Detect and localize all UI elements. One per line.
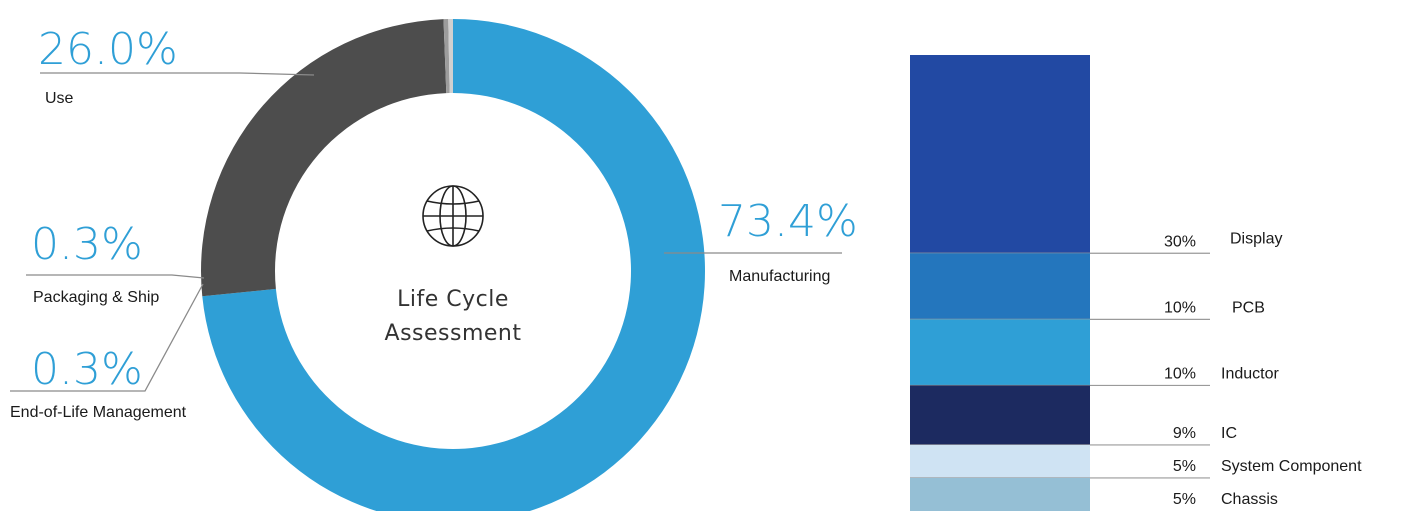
donut-label-packaging: Packaging & Ship — [33, 289, 159, 306]
donut-value-packaging: 0.3% — [31, 219, 143, 270]
donut-slice-use — [201, 19, 447, 297]
donut-label-manufacturing: Manufacturing — [729, 268, 830, 285]
bar-label-chassis: Chassis — [1221, 491, 1278, 508]
bar-segment-ic — [910, 385, 1090, 445]
donut-value-manufacturing: 73.4% — [718, 196, 858, 247]
bar-value-inductor: 10% — [1164, 365, 1196, 382]
bar-segment-pcb — [910, 253, 1090, 320]
bar-value-system-component: 5% — [1173, 458, 1196, 475]
donut-chart — [201, 19, 705, 511]
bar-value-display: 30% — [1164, 233, 1196, 250]
bar-label-pcb: PCB — [1232, 299, 1265, 316]
bar-segment-system-component — [910, 444, 1090, 478]
bar-segment-display — [910, 55, 1090, 254]
leader-line-eol — [10, 283, 204, 392]
leader-line-packaging — [26, 274, 205, 279]
stacked-bar-chart: 30% Display 10% PCB 10% Inductor 9% IC 5% System … — [910, 55, 1362, 511]
donut-value-use: 26.0% — [38, 24, 178, 75]
leader-line-use — [40, 72, 315, 76]
donut-slice-packaging — [443, 19, 450, 94]
bar-label-ic: IC — [1221, 425, 1237, 442]
bar-value-chassis: 5% — [1173, 491, 1196, 508]
donut-label-use: Use — [45, 90, 74, 107]
bar-segment-chassis — [910, 477, 1090, 511]
donut-value-eol: 0.3% — [31, 344, 143, 395]
bar-label-display: Display — [1230, 230, 1282, 247]
globe-icon — [422, 185, 484, 247]
center-title-line-1: Life Cycle — [397, 287, 509, 312]
bar-value-pcb: 10% — [1164, 299, 1196, 316]
donut-label-eol: End-of-Life Management — [10, 404, 187, 421]
bar-segment-inductor — [910, 319, 1090, 386]
bar-label-system-component: System Component — [1221, 458, 1362, 475]
center-title-line-2: Assessment — [385, 321, 522, 346]
donut-slice-eol — [448, 19, 453, 94]
donut-slice-manufacturing — [202, 19, 705, 511]
bar-value-ic: 9% — [1173, 425, 1196, 442]
bar-label-inductor: Inductor — [1221, 365, 1279, 382]
